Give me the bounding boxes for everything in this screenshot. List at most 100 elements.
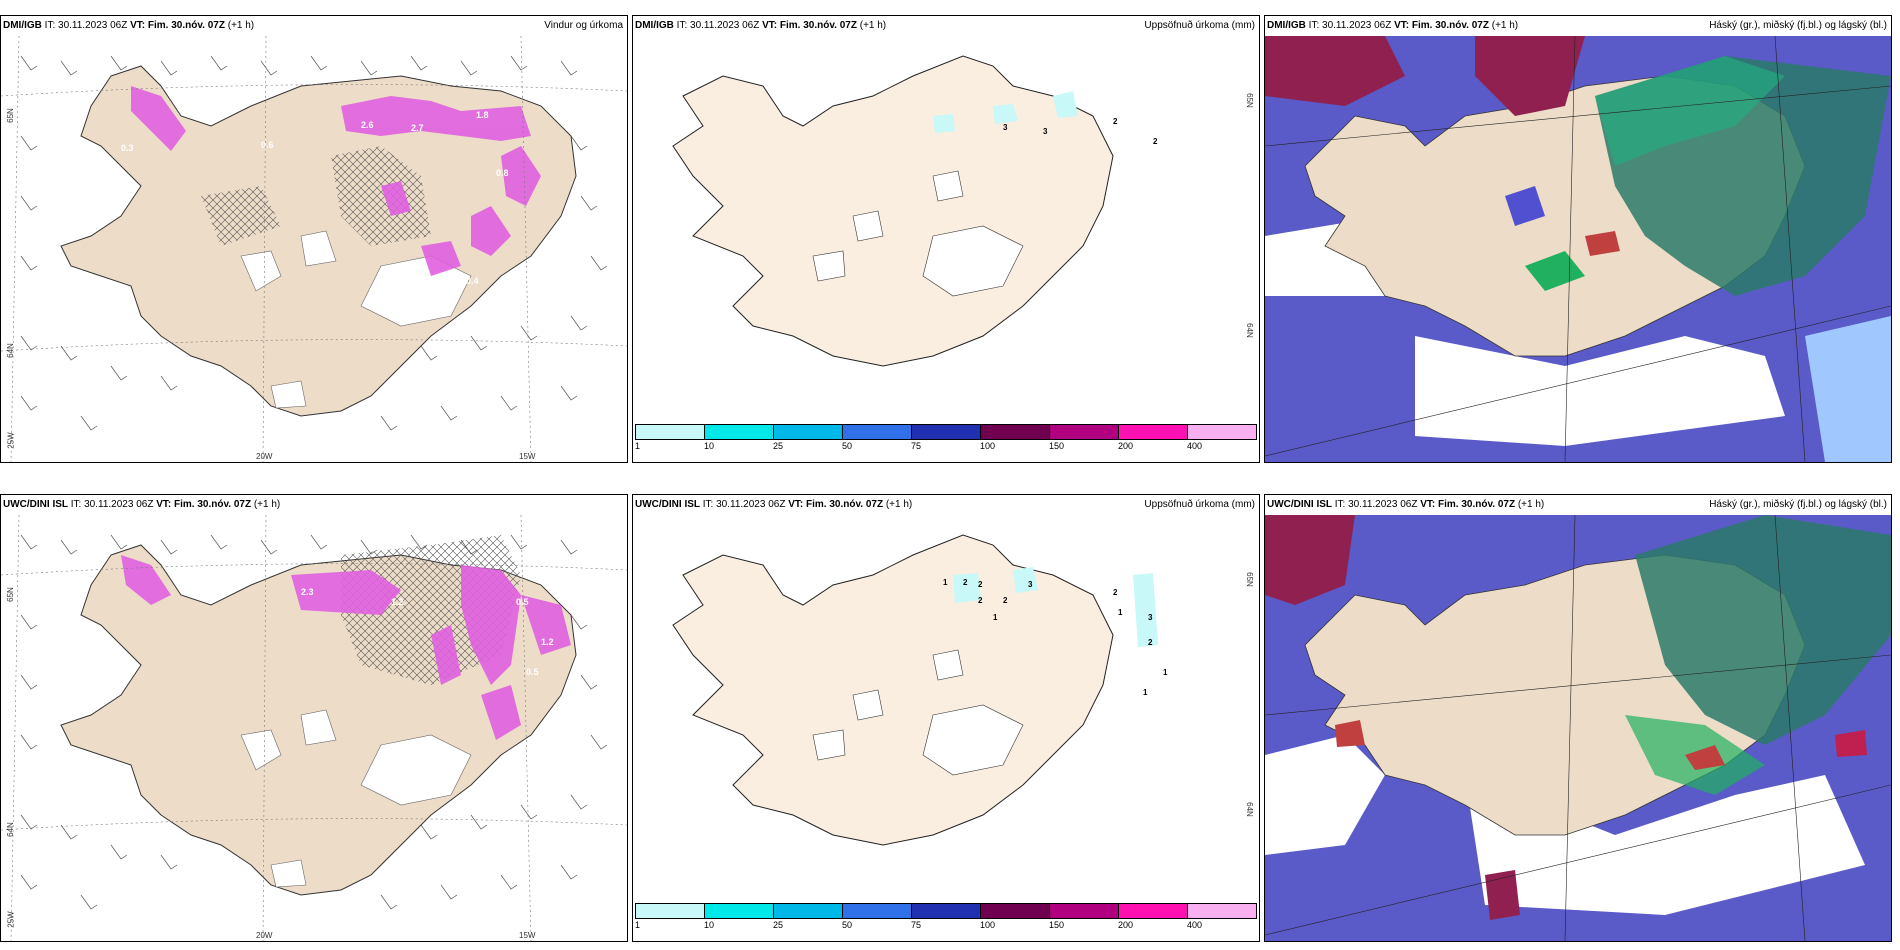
lat-label: 65N (1245, 572, 1255, 587)
valid-time: VT: Fim. 30.nóv. 07Z (1394, 20, 1489, 31)
panel-dmi-clouds: DMI/IGB IT: 30.11.2023 06Z VT: Fim. 30.n… (1264, 15, 1892, 463)
model-name: DMI/IGB (3, 20, 42, 31)
lead-time: (+1 h) (253, 499, 281, 510)
product-title: Háský (gr.), miðský (fj.bl.) og lágský (… (1709, 499, 1887, 510)
lead-time: (+1 h) (885, 499, 913, 510)
legend-tick: 150 (1049, 920, 1065, 930)
legend-cell (912, 904, 981, 918)
legend-cell (1188, 425, 1256, 439)
model-name: UWC/DINI ISL (1267, 499, 1332, 510)
wind-precip-map: 2.3 1.2 0.5 1.2 0.5 0.5 (1, 515, 627, 941)
model-name: UWC/DINI ISL (3, 499, 68, 510)
lead-time: (+1 h) (1517, 499, 1545, 510)
init-time: IT: 30.11.2023 06Z (1308, 20, 1392, 31)
precip-label: 1 (1143, 688, 1148, 697)
legend-cell (843, 425, 912, 439)
legend-cell (636, 904, 705, 918)
precip-areas (953, 567, 1158, 647)
lon-label: 15W (519, 931, 536, 940)
wind-precip-map: 0.3 0.6 2.6 2.7 1.8 0.8 0.3 0.4 (1, 36, 627, 462)
precip-label: 2.6 (361, 120, 374, 130)
wind-barbs (20, 55, 608, 431)
lat-label: 64N (1245, 802, 1255, 817)
legend-cell (912, 425, 981, 439)
legend-tick: 150 (1049, 441, 1065, 451)
legend-tick: 100 (980, 920, 996, 930)
lon-label: 20W (256, 452, 273, 461)
legend-cell (1050, 425, 1119, 439)
precip-value-labels: 2.3 1.2 0.5 1.2 0.5 0.5 (301, 587, 589, 722)
lead-time: (+1 h) (859, 20, 887, 31)
precip-areas (933, 91, 1078, 133)
precip-label: 0.8 (496, 168, 509, 178)
legend-cell (981, 425, 1050, 439)
lat-label: 65N (1245, 93, 1255, 108)
legend-cell (705, 904, 774, 918)
precip-legend: 1 10 25 50 75 100 150 200 400 (635, 903, 1257, 933)
top-cloud (1835, 730, 1867, 757)
product-title: Uppsöfnuð úrkoma (mm) (1144, 20, 1255, 31)
precip-areas (121, 555, 571, 740)
snow-hatching (201, 146, 431, 246)
lon-label: 25W (6, 911, 16, 928)
thin-cloud (1805, 316, 1891, 462)
precip-label: 3 (1028, 580, 1033, 589)
legend-cell (981, 904, 1050, 918)
legend-colorbar (635, 903, 1257, 919)
product-title: Vindur og úrkoma (544, 20, 623, 31)
top-cloud (1485, 870, 1520, 920)
legend-tick: 400 (1187, 441, 1203, 451)
precip-label: 2.7 (411, 123, 424, 133)
legend-cell (1119, 425, 1188, 439)
valid-time: VT: Fim. 30.nóv. 07Z (788, 499, 884, 510)
legend-cell (705, 425, 774, 439)
lat-label: 64N (1245, 323, 1255, 338)
legend-tick: 25 (773, 441, 784, 451)
precip-label: 3 (1043, 127, 1048, 136)
init-time: IT: 30.11.2023 06Z (676, 20, 760, 31)
mixed-cloud (1585, 231, 1620, 256)
model-name: DMI/IGB (635, 20, 674, 31)
panel-header: DMI/IGB IT: 30.11.2023 06Z VT: Fim. 30.n… (1265, 16, 1891, 36)
graticule (1, 36, 627, 462)
init-time: IT: 30.11.2023 06Z (70, 499, 154, 510)
precip-legend: 1 10 25 50 75 100 150 200 400 (635, 424, 1257, 454)
panel-header: UWC/DINI ISL IT: 30.11.2023 06Z VT: Fim.… (633, 495, 1259, 515)
init-time: IT: 30.11.2023 06Z (44, 20, 128, 31)
valid-time: VT: Fim. 30.nóv. 07Z (156, 499, 252, 510)
top-cloud (1475, 36, 1585, 116)
legend-cell (843, 904, 912, 918)
precip-label: 0.3 (411, 263, 424, 273)
legend-tick: 75 (911, 441, 922, 451)
legend-tick: 100 (980, 441, 996, 451)
cloud-cover-map (1265, 515, 1891, 941)
precip-label: 0.5 (526, 667, 539, 677)
legend-cell (774, 904, 843, 918)
init-time: IT: 30.11.2023 06Z (702, 499, 786, 510)
panel-uwc-wind-precip: UWC/DINI ISL IT: 30.11.2023 06Z VT: Fim.… (0, 494, 628, 942)
glaciers (812, 649, 1024, 776)
precip-label: 2.3 (301, 587, 314, 597)
panel-header: DMI/IGB IT: 30.11.2023 06Z VT: Fim. 30.n… (633, 16, 1259, 36)
top-cloud (1265, 515, 1355, 605)
legend-tick: 200 (1118, 920, 1134, 930)
lat-label: 65N (5, 587, 15, 602)
legend-tick: 50 (842, 441, 853, 451)
precip-label: 1.2 (391, 597, 404, 607)
precip-label: 2 (978, 596, 983, 605)
precip-label: 2 (1003, 596, 1008, 605)
legend-cell (1119, 904, 1188, 918)
panel-uwc-clouds: UWC/DINI ISL IT: 30.11.2023 06Z VT: Fim.… (1264, 494, 1892, 942)
legend-cell (1188, 904, 1256, 918)
glaciers (240, 230, 472, 409)
precip-areas (131, 86, 541, 276)
precip-label: 2 (963, 578, 968, 587)
accum-precip-map: 3 3 2 2 (672, 55, 1158, 367)
legend-cell (1050, 904, 1119, 918)
precip-label: 1 (993, 613, 998, 622)
legend-tick: 400 (1187, 920, 1203, 930)
lon-label: 25W (6, 432, 16, 449)
lead-time: (+1 h) (227, 20, 255, 31)
legend-tick: 10 (704, 920, 715, 930)
lat-label: 64N (5, 822, 15, 837)
